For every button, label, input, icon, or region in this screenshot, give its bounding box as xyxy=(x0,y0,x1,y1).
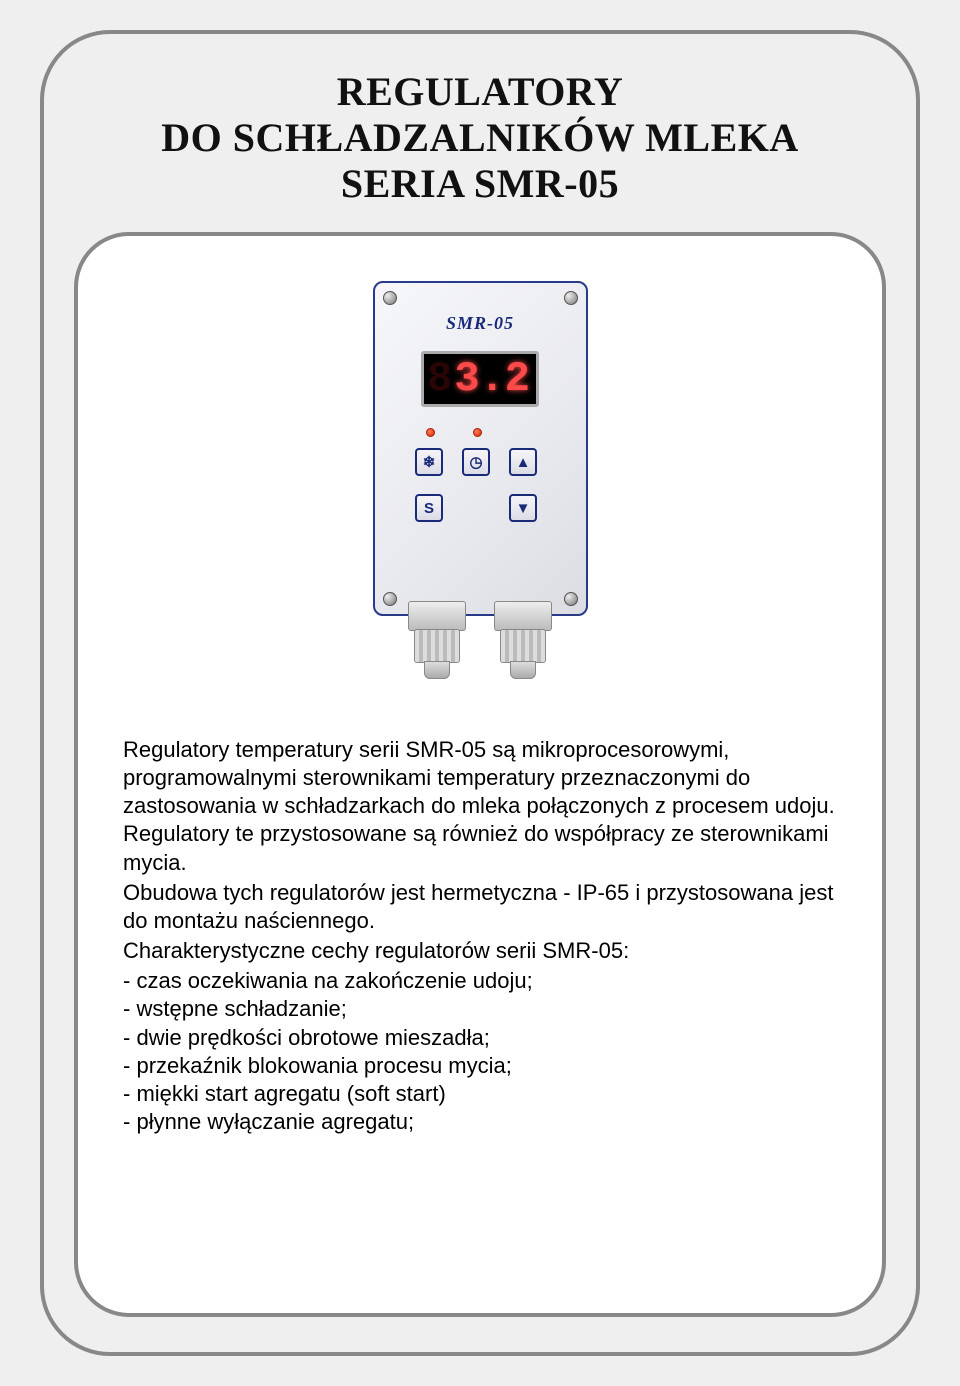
empty-cell xyxy=(462,494,490,522)
display-value: 3.2 xyxy=(454,355,530,403)
cable-gland-icon xyxy=(494,601,552,681)
list-item: wstępne schładzanie; xyxy=(123,995,837,1023)
list-item: miękki start agregatu (soft start) xyxy=(123,1080,837,1108)
device-button-grid: ❄ ◷ ▲ S ▼ xyxy=(415,448,545,530)
seven-segment-display: 8 3.2 xyxy=(421,351,539,407)
paragraph-2: Obudowa tych regulatorów jest hermetyczn… xyxy=(123,879,837,935)
snowflake-button-icon: ❄ xyxy=(415,448,443,476)
inner-frame: SMR-05 8 3.2 ❄ ◷ ▲ S ▼ xyxy=(74,232,886,1317)
paragraph-1: Regulatory temperatury serii SMR-05 są m… xyxy=(123,736,837,877)
down-button-icon: ▼ xyxy=(509,494,537,522)
screw-icon xyxy=(564,291,578,305)
device-body: SMR-05 8 3.2 ❄ ◷ ▲ S ▼ xyxy=(373,281,588,616)
cable-glands xyxy=(373,601,588,691)
outer-frame: REGULATORY DO SCHŁADZALNIKÓW MLEKA SERIA… xyxy=(40,30,920,1356)
led-indicator-icon xyxy=(473,428,482,437)
screw-icon xyxy=(383,291,397,305)
title-line-3: SERIA SMR-05 xyxy=(161,161,799,207)
features-title: Charakterystyczne cechy regulatorów seri… xyxy=(123,937,837,965)
s-button-icon: S xyxy=(415,494,443,522)
display-dim-digit: 8 xyxy=(427,355,450,403)
list-item: płynne wyłączanie agregatu; xyxy=(123,1108,837,1136)
page-title: REGULATORY DO SCHŁADZALNIKÓW MLEKA SERIA… xyxy=(161,69,799,207)
led-indicator-icon xyxy=(426,428,435,437)
list-item: dwie prędkości obrotowe mieszadła; xyxy=(123,1024,837,1052)
title-line-2: DO SCHŁADZALNIKÓW MLEKA xyxy=(161,115,799,161)
clock-button-icon: ◷ xyxy=(462,448,490,476)
list-item: czas oczekiwania na zakończenie udoju; xyxy=(123,967,837,995)
title-line-1: REGULATORY xyxy=(161,69,799,115)
features-list: czas oczekiwania na zakończenie udoju;ws… xyxy=(123,967,837,1136)
device-model-label: SMR-05 xyxy=(375,313,586,334)
body-text: Regulatory temperatury serii SMR-05 są m… xyxy=(123,736,837,1136)
device-illustration: SMR-05 8 3.2 ❄ ◷ ▲ S ▼ xyxy=(373,281,588,691)
cable-gland-icon xyxy=(408,601,466,681)
up-button-icon: ▲ xyxy=(509,448,537,476)
list-item: przekaźnik blokowania procesu mycia; xyxy=(123,1052,837,1080)
page: REGULATORY DO SCHŁADZALNIKÓW MLEKA SERIA… xyxy=(0,0,960,1386)
led-row xyxy=(420,428,540,437)
